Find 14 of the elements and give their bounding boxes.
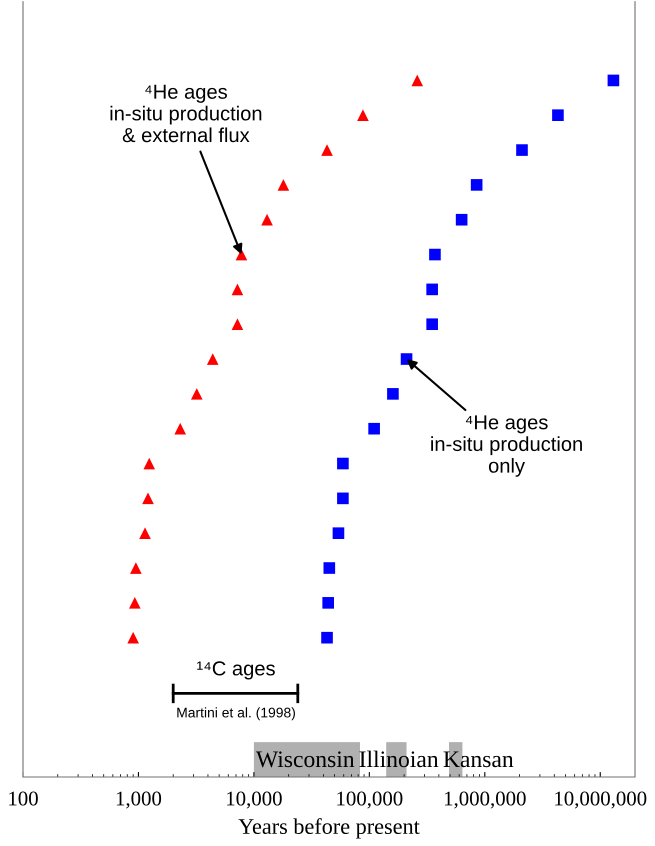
band-label: Kansan [444,752,514,768]
band-label: Illinoian [360,750,438,768]
x-tick-label: 10,000 [227,791,282,809]
annotation: ⁴He ages in-situ production & external flux [110,84,262,142]
annotation: ¹⁴C ages [197,661,275,680]
annotation: Martini et al. (1998) [177,707,295,720]
x-tick-label: 100 [9,791,38,806]
x-tick-label: 10,000,000 [555,791,646,809]
band-label: Wisconsin [256,751,354,768]
annotation: ⁴He ages in-situ production only [431,415,582,477]
x-tick-label: 1,000 [116,791,162,809]
x-tick-label: 100,000 [337,791,402,809]
x-tick-label: 1,000,000 [444,791,526,809]
x-axis-title: Years before present [238,818,420,838]
